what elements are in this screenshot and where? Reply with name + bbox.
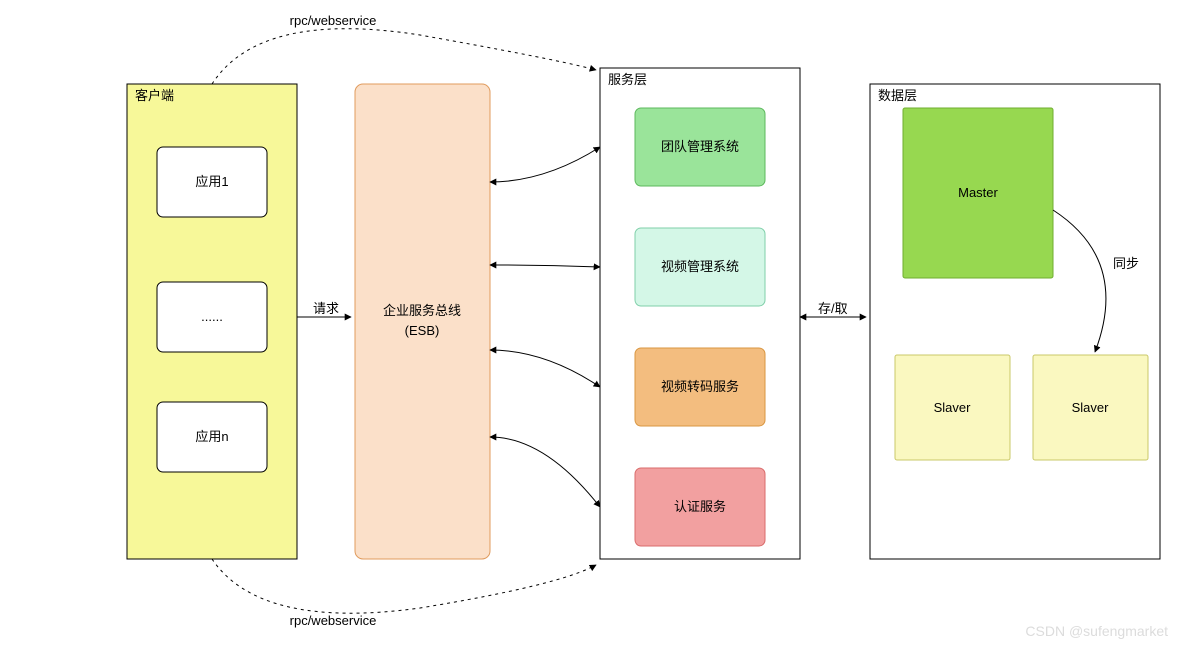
esb-label-line1: 企业服务总线	[383, 303, 461, 318]
edge-rpc-top-label: rpc/webservice	[290, 13, 377, 28]
edge-rpc-top	[212, 29, 596, 84]
trans-label: 视频转码服务	[661, 379, 739, 394]
edge-to-trans	[490, 350, 600, 387]
node-slave1: Slaver	[895, 355, 1010, 460]
auth-label: 认证服务	[674, 499, 726, 514]
edge-to-auth	[490, 437, 600, 507]
edge-to-team	[490, 147, 600, 182]
slave2-label: Slaver	[1072, 400, 1110, 415]
node-appn: 应用n	[157, 402, 267, 472]
node-video: 视频管理系统	[635, 228, 765, 306]
container-esb: 企业服务总线 (ESB)	[355, 84, 490, 559]
node-app1: 应用1	[157, 147, 267, 217]
video-label: 视频管理系统	[661, 259, 739, 274]
node-trans: 视频转码服务	[635, 348, 765, 426]
edge-rpc-bot	[212, 559, 596, 613]
edge-req-label: 请求	[313, 301, 339, 316]
node-master: Master	[903, 108, 1053, 278]
node-team: 团队管理系统	[635, 108, 765, 186]
esb-box	[355, 84, 490, 559]
node-appdot: ......	[157, 282, 267, 352]
slave1-label: Slaver	[934, 400, 972, 415]
node-auth: 认证服务	[635, 468, 765, 546]
master-label: Master	[958, 185, 998, 200]
edge-storage-label: 存/取	[818, 301, 848, 316]
appdot-label: ......	[201, 309, 223, 324]
node-slave2: Slaver	[1033, 355, 1148, 460]
watermark: CSDN @sufengmarket	[1025, 623, 1168, 639]
client-label: 客户端	[135, 88, 174, 103]
appn-label: 应用n	[195, 429, 228, 444]
app1-label: 应用1	[195, 174, 228, 189]
team-label: 团队管理系统	[661, 139, 739, 154]
edge-to-video	[490, 265, 600, 267]
edge-sync-label: 同步	[1113, 256, 1139, 271]
service-label: 服务层	[608, 72, 647, 87]
data-label: 数据层	[878, 88, 917, 103]
esb-label-line2: (ESB)	[405, 323, 440, 338]
edge-rpc-bot-label: rpc/webservice	[290, 613, 377, 628]
